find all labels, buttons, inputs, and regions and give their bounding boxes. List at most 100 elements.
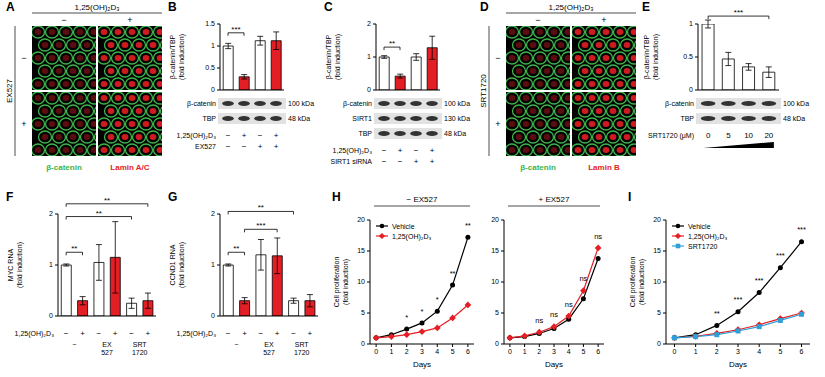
svg-text:0: 0 (211, 86, 215, 92)
svg-text:2: 2 (537, 348, 541, 355)
svg-text:+ EX527: + EX527 (539, 195, 570, 204)
svg-text:4: 4 (567, 348, 571, 355)
svg-text:527: 527 (263, 349, 275, 356)
svg-text:H: H (332, 190, 341, 204)
svg-text:2: 2 (715, 348, 719, 355)
svg-text:−: − (414, 146, 419, 155)
svg-text:+: + (113, 329, 118, 338)
svg-text:1,25(OH)₂D₃: 1,25(OH)₂D₃ (333, 147, 373, 155)
svg-text:***: *** (734, 8, 743, 17)
svg-text:100 kDa: 100 kDa (783, 100, 809, 107)
svg-text:1720: 1720 (132, 349, 148, 356)
svg-text:Cell proliferation: Cell proliferation (629, 257, 637, 308)
svg-text:−: − (72, 341, 76, 348)
svg-text:0: 0 (211, 312, 215, 318)
svg-text:+: + (414, 157, 419, 166)
svg-text:+: + (275, 329, 280, 338)
svg-text:+: + (398, 146, 403, 155)
svg-text:**: ** (258, 203, 264, 212)
svg-text:−: − (64, 329, 69, 338)
svg-text:β-catenin/TBP: β-catenin/TBP (169, 34, 177, 79)
svg-text:EX527: EX527 (5, 78, 14, 103)
svg-text:*: * (405, 313, 408, 322)
svg-text:−: − (258, 131, 263, 140)
svg-text:20: 20 (491, 216, 499, 223)
svg-text:−: − (291, 329, 296, 338)
svg-text:−: − (398, 157, 403, 166)
svg-text:5: 5 (451, 348, 455, 355)
svg-text:+: + (21, 119, 26, 129)
svg-text:***: *** (256, 221, 265, 230)
svg-text:10: 10 (357, 278, 365, 285)
svg-text:SRT: SRT (133, 341, 148, 348)
svg-text:TBP: TBP (202, 115, 216, 122)
svg-text:1: 1 (211, 42, 215, 49)
svg-text:3: 3 (552, 348, 556, 355)
svg-text:10: 10 (653, 278, 661, 285)
svg-text:15: 15 (653, 247, 661, 254)
svg-text:+: + (145, 329, 150, 338)
svg-text:−: − (242, 142, 247, 151)
svg-text:**: ** (465, 221, 471, 230)
svg-text:***: *** (797, 225, 806, 234)
svg-text:β-catenin/TBP: β-catenin/TBP (643, 34, 651, 79)
svg-text:1.5: 1.5 (205, 20, 215, 27)
svg-text:−: − (258, 329, 263, 338)
svg-text:EX: EX (264, 341, 274, 348)
svg-text:100 kDa: 100 kDa (288, 100, 314, 107)
svg-text:Days: Days (413, 360, 431, 369)
svg-text:20: 20 (653, 216, 661, 223)
svg-text:**: ** (450, 269, 456, 278)
svg-text:−: − (495, 53, 500, 63)
svg-text:−: − (21, 53, 26, 63)
svg-text:MYC RNA: MYC RNA (7, 249, 14, 282)
svg-text:0: 0 (673, 348, 677, 355)
svg-text:100 kDa: 100 kDa (444, 100, 470, 107)
svg-text:**: ** (389, 39, 395, 48)
svg-text:1: 1 (49, 261, 53, 268)
svg-text:−: − (129, 329, 134, 338)
svg-text:***: *** (776, 251, 785, 260)
svg-text:***: *** (755, 276, 764, 285)
svg-text:20: 20 (357, 216, 365, 223)
svg-text:β-catenin: β-catenin (187, 100, 216, 108)
svg-text:+: + (430, 157, 435, 166)
svg-text:−: − (96, 329, 101, 338)
svg-text:B: B (168, 0, 177, 14)
svg-text:15: 15 (491, 247, 499, 254)
svg-text:EX527: EX527 (195, 143, 216, 150)
svg-text:D: D (480, 0, 489, 14)
svg-text:5: 5 (778, 348, 782, 355)
svg-text:+: + (258, 142, 263, 151)
svg-text:(fold induction): (fold induction) (178, 34, 186, 80)
svg-text:(fold induction): (fold induction) (334, 34, 342, 80)
svg-text:20: 20 (764, 131, 773, 140)
svg-text:SIRT1: SIRT1 (352, 115, 372, 122)
svg-text:**: ** (104, 196, 110, 205)
svg-text:SRT: SRT (295, 341, 310, 348)
svg-text:0: 0 (508, 348, 512, 355)
svg-text:0: 0 (657, 340, 661, 347)
svg-text:48 kDa: 48 kDa (783, 115, 805, 122)
svg-text:**: ** (71, 244, 77, 253)
svg-text:(fold induction): (fold induction) (16, 242, 24, 288)
svg-text:+: + (274, 142, 279, 151)
svg-text:−: − (382, 157, 387, 166)
svg-text:TBP: TBP (358, 130, 372, 137)
svg-text:1,25(OH)₂D₃: 1,25(OH)₂D₃ (15, 330, 55, 338)
svg-text:1,25(OH)₂D₃: 1,25(OH)₂D₃ (177, 132, 217, 140)
svg-text:ns: ns (579, 274, 587, 283)
svg-text:0: 0 (361, 340, 365, 347)
svg-text:5: 5 (361, 309, 365, 316)
svg-text:0: 0 (689, 86, 693, 92)
svg-text:1: 1 (389, 348, 393, 355)
svg-text:+: + (430, 146, 435, 155)
svg-text:(fold induction): (fold induction) (638, 259, 646, 305)
svg-text:+: + (274, 131, 279, 140)
svg-text:I: I (628, 190, 631, 204)
svg-text:3: 3 (420, 348, 424, 355)
svg-text:(fold induction): (fold induction) (652, 34, 660, 80)
svg-text:ns: ns (565, 300, 573, 309)
svg-text:10: 10 (491, 278, 499, 285)
svg-text:CCND1 RNA: CCND1 RNA (169, 244, 176, 285)
